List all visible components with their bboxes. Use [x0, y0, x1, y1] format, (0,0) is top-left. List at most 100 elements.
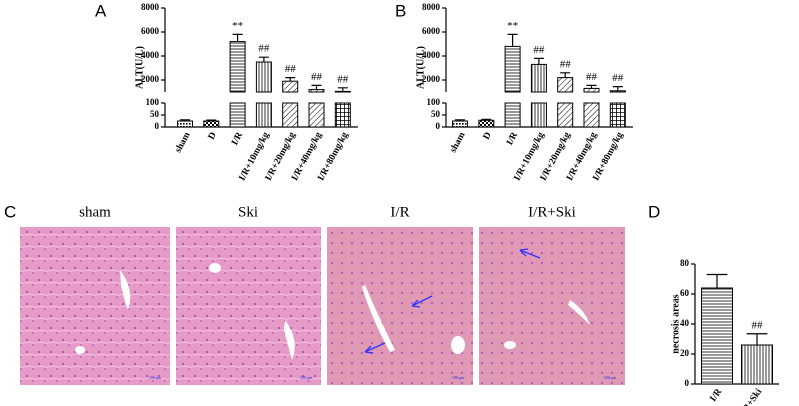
y-tick-label: 4000 — [141, 50, 160, 60]
scale-bar: 100 μm — [452, 375, 465, 380]
scale-bar: 100 μm — [300, 375, 313, 380]
error-bar — [206, 119, 217, 121]
y-axis-label: ALT(U/L) — [415, 46, 426, 89]
y-tick-label: 0 — [685, 378, 690, 388]
bar — [583, 87, 600, 93]
error-bar — [560, 72, 571, 78]
annotation: ## — [533, 44, 545, 56]
panel-letter: D — [648, 202, 660, 221]
error-bar — [180, 119, 190, 121]
error-bar — [232, 33, 243, 42]
micrograph: sham 100 μm — [20, 204, 170, 385]
y-tick-label: 0 — [155, 121, 160, 131]
bar — [530, 102, 547, 128]
bar — [609, 102, 626, 128]
error-bar — [746, 333, 768, 345]
annotation: ## — [560, 58, 572, 70]
bar — [334, 102, 351, 128]
bar — [229, 102, 246, 128]
error-bar — [311, 84, 322, 90]
bar — [557, 102, 574, 128]
bar — [334, 90, 351, 93]
y-tick-label: 8000 — [141, 2, 160, 12]
annotation: ## — [752, 319, 764, 331]
bar — [478, 119, 495, 128]
scale-bar: 100 μm — [149, 375, 162, 380]
error-bar — [612, 86, 623, 91]
bar — [452, 120, 468, 128]
x-tick-label: I/R — [230, 131, 245, 147]
bar — [530, 63, 547, 93]
y-tick-label: 6000 — [141, 26, 160, 36]
image-title: Ski — [238, 204, 258, 220]
image-title: sham — [79, 204, 111, 220]
bar — [282, 80, 299, 93]
annotation: ## — [612, 72, 624, 84]
error-bar — [258, 56, 269, 62]
y-tick-label: 40 — [680, 318, 690, 328]
micrograph: Ski 100 μm — [176, 204, 321, 385]
bar — [177, 120, 193, 128]
error-bar — [533, 57, 544, 65]
y-tick-label: 0 — [436, 121, 441, 131]
bar — [609, 90, 626, 93]
x-tick-label: D — [207, 131, 219, 142]
annotation: ## — [586, 71, 598, 83]
annotation: ## — [311, 71, 323, 83]
y-tick-label: 2000 — [422, 74, 441, 84]
bar — [308, 102, 325, 128]
bar — [255, 61, 272, 93]
annotation: ## — [337, 73, 349, 85]
x-tick-label: sham — [449, 131, 468, 155]
x-tick-label: sham — [174, 131, 193, 155]
image-title: I/R — [390, 204, 409, 220]
bar — [504, 45, 521, 93]
bar — [229, 41, 246, 93]
y-tick-label: 6000 — [422, 26, 441, 36]
error-bar — [586, 84, 597, 89]
x-tick-label: I/R — [505, 131, 520, 147]
annotation: ## — [258, 43, 270, 55]
error-bar — [285, 77, 296, 82]
y-axis-label: necrosis areas — [670, 294, 681, 353]
bar — [741, 344, 773, 385]
bar — [557, 77, 574, 93]
annotation: ** — [232, 20, 243, 32]
scale-bar: 100 μm — [604, 375, 617, 380]
bar — [255, 102, 272, 128]
y-axis-label: ALT(U/L) — [134, 46, 145, 89]
y-tick-label: 50 — [150, 109, 160, 119]
histology-panel: C sham 100 μm Ski 100 μm I/R 100 μm I/R+… — [4, 202, 625, 385]
bar — [583, 102, 600, 128]
panel-letter: C — [4, 202, 16, 221]
error-bar — [507, 33, 518, 47]
bar — [504, 102, 521, 128]
y-tick-label: 50 — [431, 109, 441, 119]
annotation: ** — [507, 20, 518, 32]
bar — [203, 120, 220, 128]
y-tick-label: 4000 — [422, 50, 441, 60]
y-tick-label: 8000 — [422, 2, 441, 12]
y-tick-label: 2000 — [141, 74, 160, 84]
error-bar — [455, 119, 465, 121]
x-tick-label: I/R — [708, 387, 724, 404]
micrograph: I/R+Ski 100 μm — [479, 204, 625, 385]
y-tick-label: 100 — [427, 97, 441, 107]
x-tick-label: I/R+Ski — [738, 387, 765, 406]
micrograph: I/R 100 μm — [327, 204, 473, 385]
error-bar — [706, 273, 728, 288]
image-title: I/R+Ski — [528, 204, 576, 220]
annotation: ## — [285, 63, 297, 75]
bar — [308, 89, 325, 93]
bar — [282, 102, 299, 128]
panel-letter: B — [395, 1, 406, 20]
y-tick-label: 60 — [680, 288, 690, 298]
error-bar — [337, 87, 348, 92]
y-tick-label: 20 — [680, 348, 690, 358]
bar — [701, 287, 733, 385]
y-tick-label: 80 — [680, 258, 690, 268]
error-bar — [481, 118, 492, 121]
panel-letter: A — [95, 1, 107, 20]
y-tick-label: 100 — [146, 97, 160, 107]
